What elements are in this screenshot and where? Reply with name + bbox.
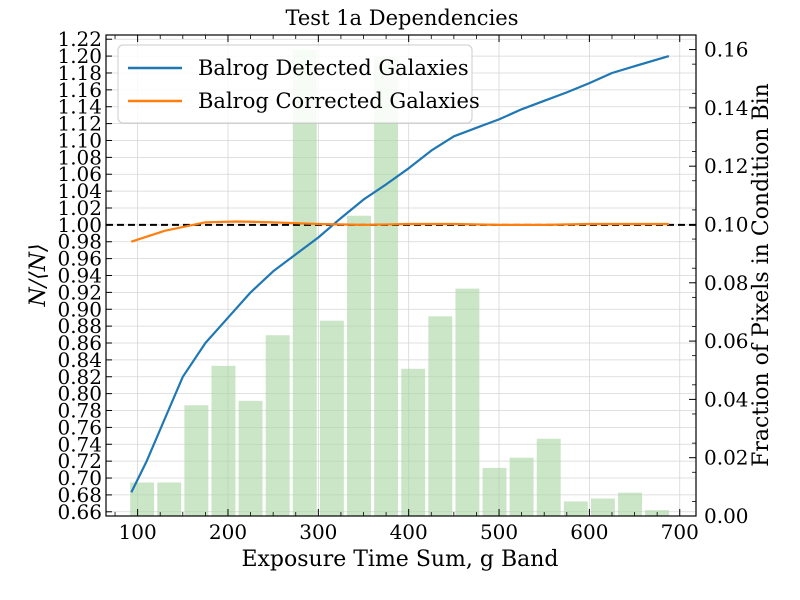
histogram-bar xyxy=(509,457,534,516)
y-left-tick-label: 1.12 xyxy=(57,112,102,136)
series-line xyxy=(130,55,670,493)
y-left-tick-label: 0.72 xyxy=(57,449,102,473)
x-axis-label: Exposure Time Sum, g Band xyxy=(241,547,558,572)
histogram-bar xyxy=(374,56,399,516)
y-left-tick-label: 0.66 xyxy=(57,500,102,524)
y-right-axis-label: Fraction of Pixels in Condition Bin xyxy=(749,83,774,467)
y-left-tick-label: 0.98 xyxy=(57,230,102,254)
chart-title: Test 1a Dependencies xyxy=(286,6,519,30)
y-left-tick-label: 0.84 xyxy=(57,348,102,372)
histogram-bar xyxy=(428,316,453,516)
y-left-tick-label: 1.20 xyxy=(57,44,102,68)
y-left-tick-label: 0.68 xyxy=(57,483,102,507)
histogram-bar xyxy=(563,501,588,516)
y-right-tick-label: 0.08 xyxy=(704,271,749,295)
y-left-tick-label: 1.18 xyxy=(57,61,102,85)
y-left-tick-label: 0.78 xyxy=(57,399,102,423)
histogram-bar xyxy=(590,498,615,516)
histogram-bar xyxy=(292,49,317,517)
y-left-tick-label: 0.94 xyxy=(57,264,102,288)
histogram-bar xyxy=(184,405,209,516)
histogram-bar xyxy=(265,335,290,516)
y-left-tick-label: 1.14 xyxy=(57,95,102,119)
legend: Balrog Detected Galaxies Balrog Corrected… xyxy=(117,44,480,124)
histogram-bar xyxy=(536,438,561,516)
y-right-tick-label: 0.06 xyxy=(704,329,749,353)
histogram-bar xyxy=(347,215,371,517)
histogram-bars xyxy=(130,49,670,517)
y-left-tick-label: 1.10 xyxy=(57,128,102,152)
y-left-tick-label: 1.02 xyxy=(57,196,102,220)
y-left-tick-label: 0.86 xyxy=(57,331,102,355)
y-left-tick-label: 0.80 xyxy=(57,382,102,406)
histogram-bar xyxy=(482,467,507,516)
y-left-tick-label: 0.74 xyxy=(57,432,102,456)
x-axis-ticks: 100 200 300 400 500 600 700 xyxy=(114,35,699,544)
y-left-tick-label: 0.88 xyxy=(57,314,102,338)
x-tick-label: 600 xyxy=(570,520,608,544)
y-right-tick-label: 0.16 xyxy=(704,38,749,62)
y-left-axis-label: N/⟨N⟩ xyxy=(26,243,51,307)
legend-box xyxy=(117,44,473,124)
y-left-tick-label: 0.82 xyxy=(57,365,102,389)
y-right-tick-label: 0.04 xyxy=(704,387,749,411)
legend-label: Balrog Detected Galaxies xyxy=(198,56,469,80)
y-left-tick-label: 1.04 xyxy=(57,179,102,203)
x-tick-label: 700 xyxy=(661,520,699,544)
y-right-tick-label: 0.14 xyxy=(704,96,749,120)
y-left-tick-label: 0.92 xyxy=(57,280,102,304)
y-left-tick-label: 1.00 xyxy=(57,213,102,237)
histogram-bar xyxy=(157,482,182,516)
x-tick-label: 300 xyxy=(299,520,337,544)
series-line xyxy=(130,220,669,243)
y-right-tick-label: 0.12 xyxy=(704,154,749,178)
histogram-bar xyxy=(618,492,643,516)
y-right-tick-label: 0.00 xyxy=(704,504,749,528)
y-left-tick-label: 0.96 xyxy=(57,247,102,271)
y-left-tick-label: 1.16 xyxy=(57,78,102,102)
histogram-bar xyxy=(319,320,344,516)
series-lines xyxy=(130,55,670,493)
y-right-axis-ticks: 0.00 0.02 0.04 0.06 0.08 0.10 0.12 0.14 0.16 xyxy=(689,38,749,528)
y-left-tick-label: 1.06 xyxy=(57,162,102,186)
histogram-bar xyxy=(238,400,263,516)
histogram-bar xyxy=(211,365,236,516)
y-left-axis-ticks: 0.660.680.700.720.740.760.780.800.820.84… xyxy=(57,27,112,524)
histogram-bar xyxy=(455,288,480,516)
y-left-tick-label: 1.08 xyxy=(57,145,102,169)
y-left-tick-label: 0.90 xyxy=(57,297,102,321)
histogram-bar xyxy=(401,368,426,516)
x-tick-label: 500 xyxy=(480,520,518,544)
legend-label: Balrog Corrected Galaxies xyxy=(198,89,480,113)
x-tick-label: 200 xyxy=(209,520,247,544)
x-tick-label: 100 xyxy=(119,520,157,544)
x-tick-label: 400 xyxy=(390,520,428,544)
histogram-bar xyxy=(130,482,155,516)
y-left-tick-label: 0.70 xyxy=(57,466,102,490)
y-right-tick-label: 0.10 xyxy=(704,212,749,236)
y-left-tick-label: 1.22 xyxy=(57,27,102,51)
y-left-tick-label: 0.76 xyxy=(57,415,102,439)
y-right-tick-label: 0.02 xyxy=(704,446,749,470)
